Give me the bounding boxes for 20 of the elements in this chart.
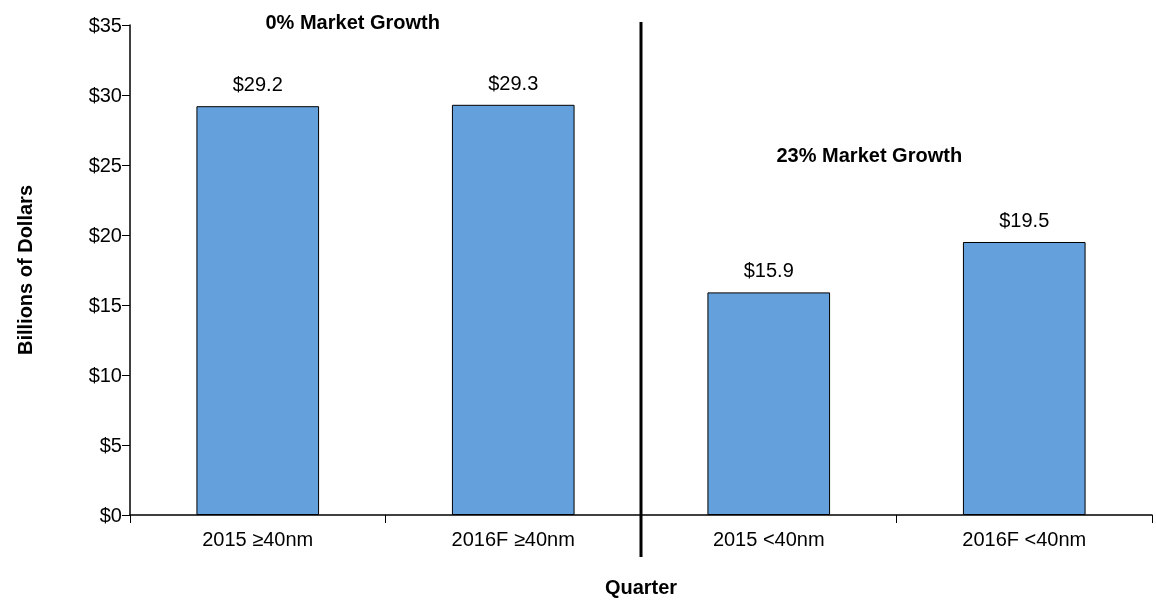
y-axis-title: Billions of Dollars <box>14 184 36 356</box>
annotation: 23% Market Growth <box>776 144 963 166</box>
y-tick-label: $0 <box>99 504 122 526</box>
data-label: $29.3 <box>488 71 539 94</box>
x-tick-label: 2015 <40nm <box>712 528 825 550</box>
y-tick-label: $35 <box>88 14 122 36</box>
data-label: $29.2 <box>232 73 283 96</box>
x-axis-title: Quarter <box>604 576 678 598</box>
data-label: $15.9 <box>743 259 794 282</box>
x-tick-label: 2016F <40nm <box>962 528 1087 550</box>
x-tick-label: 2015 ≥40nm <box>202 528 314 550</box>
x-tick-label: 2016F ≥40nm <box>451 528 575 550</box>
y-tick-label: $10 <box>88 364 122 386</box>
y-tick-label: $5 <box>99 434 122 456</box>
data-label: $19.5 <box>999 209 1050 231</box>
y-tick-label: $15 <box>88 294 122 316</box>
annotation: 0% Market Growth <box>265 11 440 33</box>
y-tick-label: $30 <box>88 84 122 106</box>
y-tick-label: $25 <box>88 154 122 176</box>
y-tick-label: $20 <box>88 224 122 246</box>
